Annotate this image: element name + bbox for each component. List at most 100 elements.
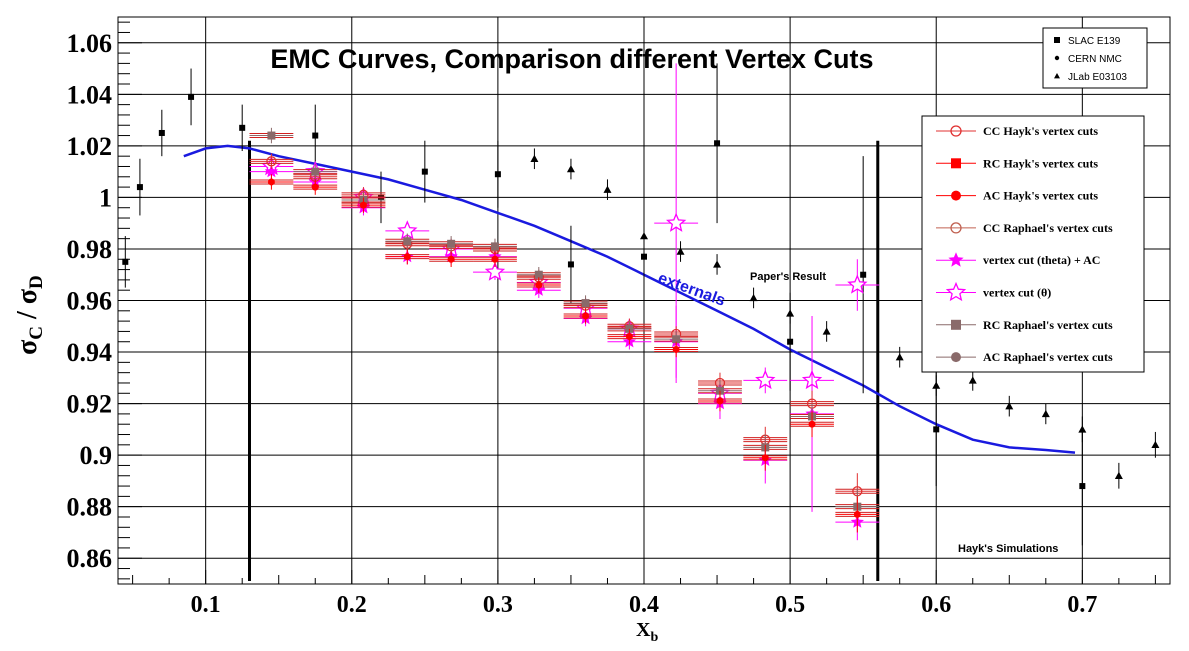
x-axis-label-sub: b xyxy=(650,630,658,645)
y-tick-label: 0.98 xyxy=(67,235,113,264)
legend-main-label: vertex cut (θ) xyxy=(983,286,1051,300)
legend-main-marker xyxy=(950,125,962,137)
y-tick-label: 0.92 xyxy=(67,390,113,419)
y-tick-label: 0.88 xyxy=(67,493,113,522)
externals-curve xyxy=(183,144,1076,454)
y-tick-label: 0.94 xyxy=(67,338,113,367)
rc-raphael-point xyxy=(311,167,320,176)
vertex-cut-theta-ac-point xyxy=(264,164,279,178)
jlab-point xyxy=(895,353,904,361)
cc-hayk-point xyxy=(266,156,277,167)
vertical-cut-lines xyxy=(248,140,880,581)
x-tick-label: 0.2 xyxy=(337,592,367,618)
ac-hayk-point xyxy=(267,178,275,186)
ac-hayk-point xyxy=(716,397,724,405)
slac-point xyxy=(787,338,794,345)
slac-point xyxy=(312,132,319,139)
legend-top-marker xyxy=(1054,55,1060,61)
vertex-cut-theta-point xyxy=(755,369,776,390)
ac-hayk-point xyxy=(491,255,499,263)
ac-hayk-point xyxy=(359,201,367,209)
slac-point xyxy=(421,168,428,175)
y-axis-label: σC / σD xyxy=(12,275,47,355)
slac-point xyxy=(1079,483,1086,490)
ac-hayk-point xyxy=(625,333,633,341)
legend-main-marker xyxy=(951,352,961,363)
ac-hayk-point xyxy=(582,312,590,320)
data-points xyxy=(122,63,1160,546)
jlab-point xyxy=(932,381,941,389)
jlab-point xyxy=(603,185,612,193)
ac-hayk-point xyxy=(403,253,411,261)
legend-top-items: SLAC E139 CERN NMC JLab E03103 xyxy=(1054,36,1127,83)
x-tick-label: 0.6 xyxy=(921,592,951,618)
rc-raphael-point xyxy=(267,131,276,140)
rc-raphael-point xyxy=(581,299,590,308)
x-tick-label: 0.4 xyxy=(629,592,659,618)
ac-hayk-point xyxy=(311,183,319,191)
hayks-simulations-annotation: Hayk's Simulations xyxy=(958,543,1058,555)
y-label-sub-d: D xyxy=(26,275,47,289)
slac-point xyxy=(239,124,246,131)
legend-top: SLAC E139 CERN NMC JLab E03103 xyxy=(1042,27,1148,89)
y-tick-label: 0.96 xyxy=(67,287,113,316)
y-tick-label: 1.06 xyxy=(67,29,113,58)
axes: 0.1 0.2 0.3 0.4 0.5 0.6 0.7 0.86 0.88 0.9 0.92 0.94… xyxy=(67,21,1156,618)
y-label-slash: / xyxy=(12,304,43,326)
rc-raphael-point xyxy=(490,242,499,251)
jlab-point xyxy=(640,232,648,240)
vertex-cut-theta-point xyxy=(847,274,868,294)
rc-raphael-point xyxy=(534,270,543,279)
y-label-sigma-d: σ xyxy=(12,288,43,304)
slac-point xyxy=(494,171,501,178)
x-tick-label: 0.5 xyxy=(775,592,805,618)
legend-main-label: AC Raphael's vertex cuts xyxy=(983,350,1113,364)
jlab-point xyxy=(530,154,539,162)
jlab-point xyxy=(968,376,977,384)
jlab-point xyxy=(1114,471,1123,479)
rc-raphael-point xyxy=(672,335,681,344)
legend-main-marker xyxy=(945,281,967,302)
legend-main-marker xyxy=(951,158,961,169)
legend-top-label: SLAC E139 xyxy=(1068,36,1121,47)
x-axis-label-main: X xyxy=(636,619,651,641)
legend-main-items: CC Hayk's vertex cuts RC Hayk's vertex cu… xyxy=(936,124,1113,364)
ac-hayk-point xyxy=(853,510,861,518)
y-tick-label: 1.04 xyxy=(67,80,113,109)
x-axis-label: Xb xyxy=(636,619,658,645)
legend-main-marker xyxy=(948,252,964,267)
slac-point xyxy=(158,129,165,136)
jlab-point xyxy=(786,309,795,317)
x-tick-label: 0.1 xyxy=(191,592,221,618)
rc-raphael-point xyxy=(447,239,456,248)
x-tick-label: 0.3 xyxy=(483,592,513,618)
y-label-sub-c: C xyxy=(26,326,47,340)
jlab-point xyxy=(1005,402,1014,410)
jlab-point xyxy=(566,165,575,173)
jlab-point xyxy=(713,260,722,268)
externals-curve-group xyxy=(183,144,1076,454)
legend-top-marker xyxy=(1054,73,1060,79)
legend-main-label: CC Hayk's vertex cuts xyxy=(983,124,1098,138)
ac-hayk-point xyxy=(761,454,769,462)
legend-top-label: JLab E03103 xyxy=(1068,72,1127,83)
slac-point xyxy=(122,258,129,265)
slac-point xyxy=(714,140,721,147)
ac-hayk-point xyxy=(447,255,455,263)
legend-main-label: RC Hayk's vertex cuts xyxy=(983,156,1098,170)
vertex-cut-theta-point xyxy=(484,261,506,281)
jlab-point xyxy=(749,293,758,302)
legend-main-box xyxy=(921,115,1145,373)
legend-main-label: vertex cut (theta) + AC xyxy=(983,253,1100,267)
legend-main: CC Hayk's vertex cuts RC Hayk's vertex cu… xyxy=(921,115,1145,373)
jlab-point xyxy=(1151,440,1160,449)
jlab-point xyxy=(1078,425,1087,433)
legend-top-box xyxy=(1042,27,1148,89)
papers-result-annotation: Paper's Result xyxy=(750,271,826,283)
slac-point xyxy=(933,426,940,433)
ac-hayk-point xyxy=(535,281,543,289)
jlab-point xyxy=(676,247,685,255)
legend-main-marker xyxy=(951,190,961,201)
legend-main-label: RC Raphael's vertex cuts xyxy=(983,318,1113,332)
